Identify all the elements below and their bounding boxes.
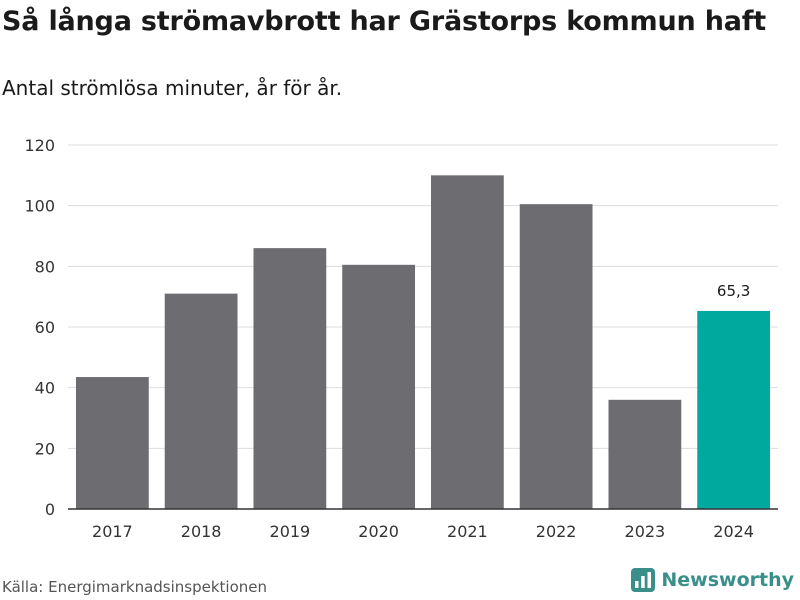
bar-2023 (608, 399, 682, 509)
x-tick-label: 2024 (713, 522, 754, 541)
source-note: Källa: Energimarknadsinspektionen (2, 578, 268, 596)
y-tick-label: 80 (35, 257, 55, 276)
chart-subtitle: Antal strömlösa minuter, år för år. (2, 76, 343, 100)
x-tick-label: 2023 (625, 522, 666, 541)
x-tick-label: 2017 (92, 522, 133, 541)
bar-chart: 0 20 40 60 80 100 120 2017 2018 2019 2020 2021 2022… (24, 136, 778, 541)
bars (75, 175, 771, 510)
bar-2019 (253, 248, 327, 509)
x-tick-label: 2020 (358, 522, 399, 541)
bar-2018 (164, 293, 238, 509)
x-tick-label: 2018 (181, 522, 222, 541)
chart-title: Så långa strömavbrott har Grästorps komm… (2, 6, 766, 37)
y-axis-ticks: 0 20 40 60 80 100 120 (24, 136, 55, 519)
x-tick-label: 2022 (536, 522, 577, 541)
y-tick-label: 100 (24, 197, 55, 216)
bar-2021 (430, 175, 504, 510)
x-axis-ticks: 2017 2018 2019 2020 2021 2022 2023 2024 (92, 522, 754, 541)
bar-2020 (342, 264, 416, 509)
y-tick-label: 20 (35, 439, 55, 458)
bar-2017 (75, 377, 149, 509)
y-tick-label: 0 (45, 500, 55, 519)
x-tick-label: 2019 (270, 522, 311, 541)
brand-logo: Newsworthy (631, 568, 794, 592)
bar-chart-logo-icon (631, 568, 656, 592)
bar-2022 (519, 204, 593, 509)
y-tick-label: 120 (24, 136, 55, 155)
x-tick-label: 2021 (447, 522, 488, 541)
y-tick-label: 60 (35, 318, 55, 337)
bar-2024 (697, 310, 771, 509)
data-labels: 65,3 (717, 282, 750, 300)
y-tick-label: 40 (35, 379, 55, 398)
data-label: 65,3 (717, 282, 750, 300)
brand-name: Newsworthy (661, 569, 794, 591)
